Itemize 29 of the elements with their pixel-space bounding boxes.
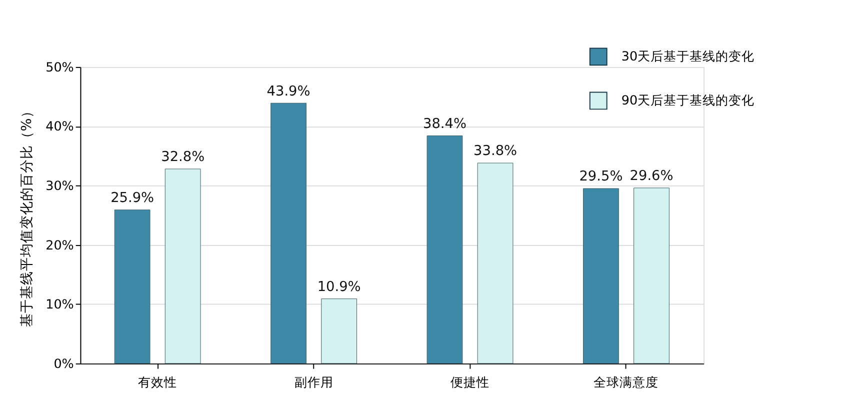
x-tick-label: 副作用 <box>294 374 334 390</box>
y-axis-title: 基于基线平均值变化的百分比（%） <box>18 104 35 328</box>
y-tick-label: 40% <box>46 118 74 134</box>
legend-label: 30天后基于基线的变化 <box>621 48 755 64</box>
legend-label: 90天后基于基线的变化 <box>621 92 755 108</box>
bar <box>426 135 463 364</box>
data-label: 33.8% <box>474 143 518 160</box>
bar <box>634 188 670 364</box>
bar <box>477 162 514 364</box>
bar <box>321 298 357 364</box>
data-label: 43.9% <box>266 83 310 100</box>
y-tick-label: 0% <box>54 356 74 371</box>
y-tick-label: 30% <box>46 178 74 193</box>
y-tick-label: 10% <box>46 296 74 312</box>
y-tick-label: 20% <box>46 237 74 252</box>
bar <box>270 102 306 364</box>
data-label: 38.4% <box>423 116 466 132</box>
data-label: 25.9% <box>110 190 154 206</box>
data-label: 29.5% <box>579 168 623 185</box>
x-tick-label: 全球满意度 <box>594 374 659 390</box>
bar <box>114 210 150 364</box>
x-tick-label: 便捷性 <box>450 374 490 390</box>
data-label: 29.6% <box>630 168 674 184</box>
x-tick-label: 有效性 <box>138 374 178 390</box>
bar <box>164 168 201 364</box>
y-tick-label: 50% <box>46 59 74 74</box>
data-label: 32.8% <box>161 149 205 166</box>
bar <box>583 188 619 364</box>
data-label: 10.9% <box>317 278 361 295</box>
